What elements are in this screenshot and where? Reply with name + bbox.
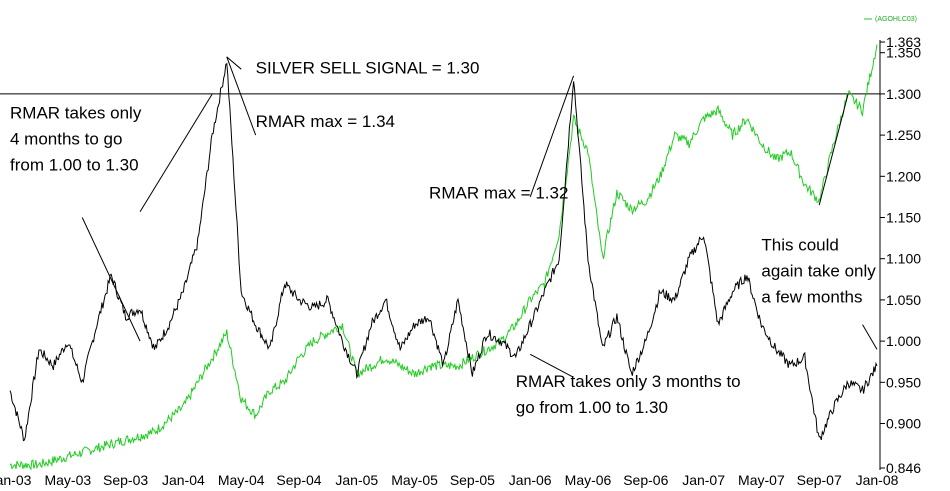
annotation-ann-rmar-takes-4: RMAR takes only 4 months to go from 1.00 t…	[10, 104, 142, 175]
y-tick-label: 0.846	[886, 460, 921, 476]
x-tick-label: Jan-07	[682, 472, 725, 488]
annotation-pointers	[81, 56, 878, 378]
annotation-pointer	[529, 353, 574, 378]
annotation-ann-rmar-max-132: RMAR max = 1.32	[429, 184, 568, 203]
annotations: SILVER SELL SIGNAL = 1.30 RMAR takes only…	[10, 58, 876, 417]
y-tick-label: 1.150	[886, 210, 921, 226]
y-tick-label: 0.900	[886, 416, 921, 432]
x-tick-labels: Jan-03 May-03 Sep-03 Jan-04 May-04 Sep-04 Jan-…	[0, 472, 899, 488]
annotation-line: from 1.00 to 1.30	[10, 156, 139, 175]
x-tick-label: Sep-04	[276, 472, 321, 488]
x-tick-label: May-04	[218, 472, 265, 488]
x-tick-label: Jan-06	[509, 472, 552, 488]
annotation-line: RMAR max = 1.32	[429, 184, 568, 203]
x-tick-label: Jan-03	[0, 472, 32, 488]
annotation-line: RMAR takes only	[10, 104, 142, 123]
annotation-pointer	[818, 93, 849, 206]
silver-price-line	[9, 44, 878, 471]
x-tick-label: May-07	[738, 472, 785, 488]
annotation-line: go from 1.00 to 1.30	[516, 398, 668, 417]
x-tick-label: Jan-04	[162, 472, 205, 488]
legend: (AGOHLC03)	[864, 16, 917, 23]
y-tick-label: 1.050	[886, 292, 921, 308]
annotation-line: RMAR takes only 3 months to	[516, 372, 741, 391]
y-tick-label: 1.000	[886, 333, 921, 349]
x-tick-label: Sep-06	[623, 472, 668, 488]
annotation-ann-signal: SILVER SELL SIGNAL = 1.30	[256, 58, 480, 77]
annotation-pointer	[139, 93, 213, 213]
y-tick-label: 1.350	[886, 45, 921, 61]
annotation-line: a few months	[761, 287, 862, 306]
x-tick-label: Jan-05	[335, 472, 378, 488]
annotation-line: SILVER SELL SIGNAL = 1.30	[256, 58, 480, 77]
rmar-ratio-line	[9, 62, 878, 442]
x-tick-label: Jan-08	[856, 472, 899, 488]
y-tick-label: 1.363	[886, 34, 921, 50]
annotation-line: RMAR max = 1.34	[256, 112, 395, 131]
annotation-line: 4 months to go	[10, 130, 122, 149]
annotation-pointer	[862, 324, 878, 350]
y-tick-label: 1.100	[886, 251, 921, 267]
y-tick-label: 1.200	[886, 168, 921, 184]
y-tick-label: 1.250	[886, 127, 921, 143]
x-tick-label: Sep-05	[450, 472, 495, 488]
legend-label: (AGOHLC03)	[875, 16, 917, 23]
annotation-pointer	[226, 56, 242, 70]
x-tick-label: Sep-03	[103, 472, 148, 488]
annotation-ann-rmar-max-134: RMAR max = 1.34	[256, 112, 395, 131]
x-tick-label: May-05	[391, 472, 438, 488]
annotation-line: This could	[761, 235, 838, 254]
annotation-pointer	[81, 217, 141, 342]
annotation-line: again take only	[761, 261, 876, 280]
annotation-ann-could-again: This could again take only a few months	[761, 235, 876, 306]
x-tick-label: Sep-07	[797, 472, 842, 488]
annotation-ann-rmar-takes-3: RMAR takes only 3 months to go from 1.00 …	[516, 372, 741, 417]
y-tick-label: 1.300	[886, 86, 921, 102]
annotation-pointer	[226, 56, 257, 136]
x-tick-label: May-03	[44, 472, 91, 488]
annotation-pointer	[529, 75, 575, 198]
x-tick-label: May-06	[565, 472, 612, 488]
y-tick-label: 0.950	[886, 374, 921, 390]
